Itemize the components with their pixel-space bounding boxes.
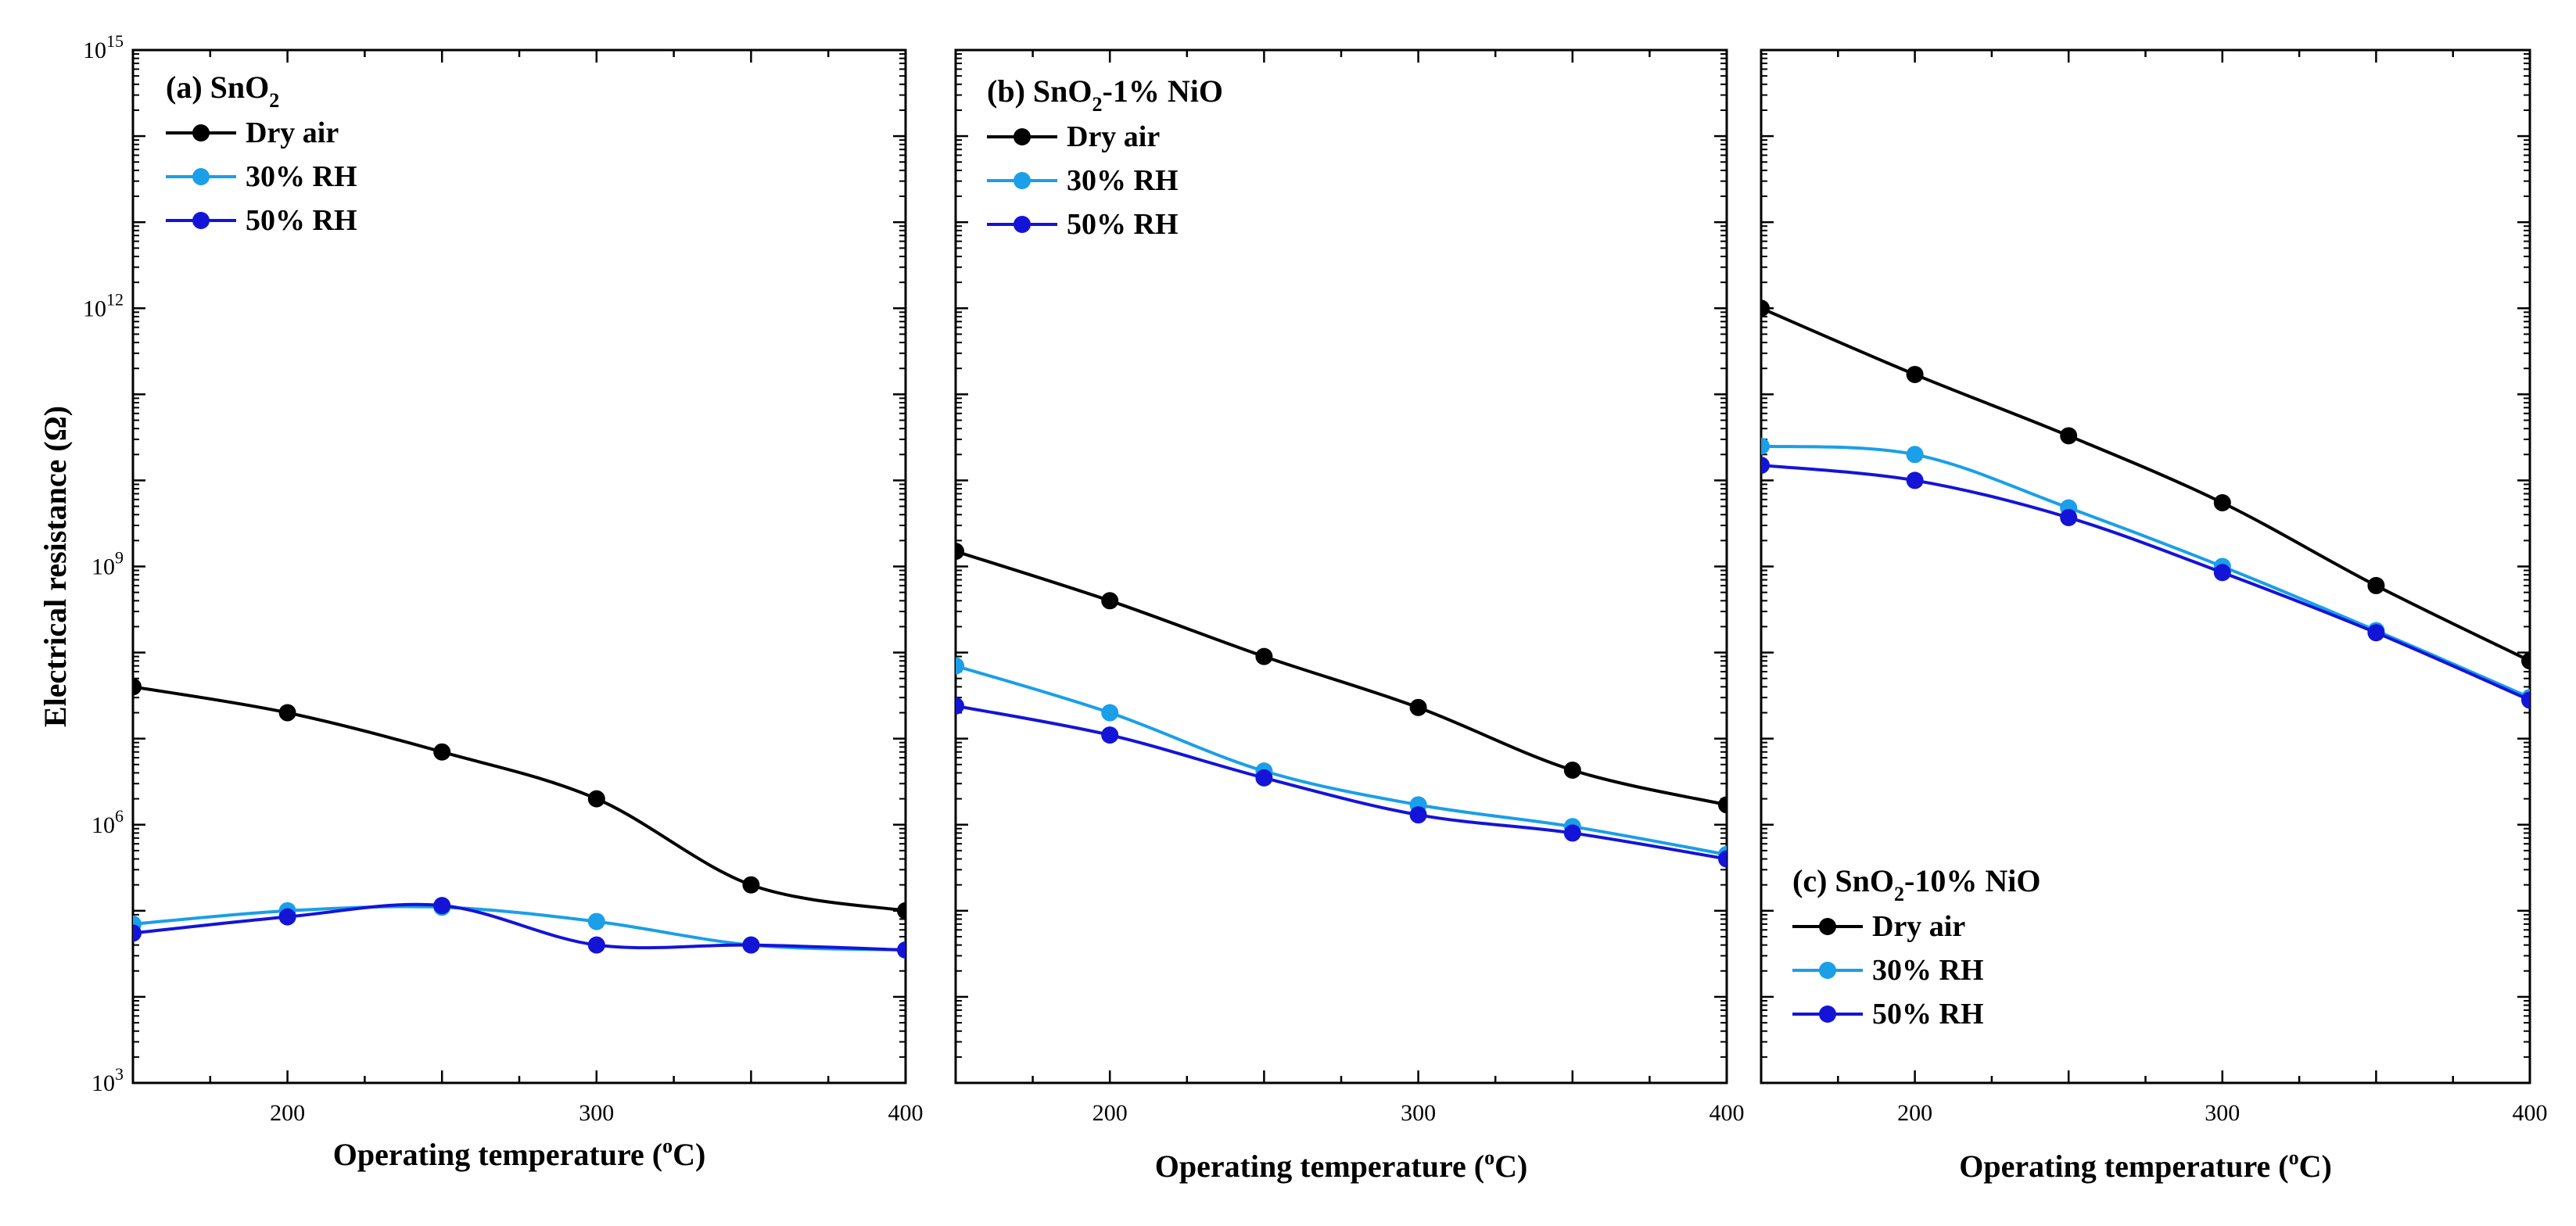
data-point	[897, 902, 906, 920]
data-point	[587, 936, 605, 954]
series-line-50-rh	[956, 704, 1727, 861]
data-point	[1101, 726, 1119, 744]
series-line-dry-air	[133, 685, 906, 912]
data-point	[1718, 850, 1727, 868]
legend-marker	[192, 124, 210, 142]
series-line-50-rh	[133, 902, 906, 952]
x-tick-label: 300	[1401, 1100, 1436, 1126]
data-point	[2060, 427, 2078, 445]
data-point	[1906, 365, 1924, 383]
data-point	[133, 924, 142, 942]
panel-a: 200 300 400 1015 1012 109 106 103 Electrical res…	[38, 31, 924, 1172]
data-point	[742, 936, 760, 954]
series-group	[956, 543, 1727, 868]
data-point	[1255, 647, 1273, 665]
legend-label: Dry air	[1067, 120, 1160, 153]
legend-marker	[1014, 128, 1031, 145]
data-point	[1409, 698, 1427, 716]
legend-marker	[1819, 962, 1836, 979]
data-point	[1761, 457, 1770, 475]
x-tick-label: 200	[1897, 1100, 1932, 1126]
data-point	[1906, 471, 1924, 489]
data-point	[278, 908, 296, 926]
data-point	[1409, 806, 1427, 824]
data-point	[1563, 762, 1581, 780]
legend-marker	[1819, 918, 1836, 935]
data-point	[1761, 437, 1770, 455]
x-tick-label: 300	[2205, 1100, 2240, 1126]
panel-title: (c) SnO2-10% NiO	[1792, 863, 2040, 905]
legend-label: Dry air	[246, 117, 339, 149]
series-line-50-rh	[1761, 464, 2530, 702]
data-point	[1906, 446, 1924, 464]
data-point	[742, 876, 760, 894]
legend-label: 50% RH	[1872, 998, 1984, 1031]
data-point	[2521, 691, 2530, 709]
series-line-dry-air	[1761, 306, 2530, 663]
legend-marker	[1819, 1006, 1836, 1023]
legend-label: 30% RH	[1872, 954, 1984, 987]
data-point	[2521, 652, 2530, 670]
data-point	[2060, 508, 2078, 526]
data-point	[1761, 299, 1770, 317]
data-point	[956, 543, 964, 561]
legend-label: 50% RH	[246, 204, 357, 237]
panel-title: (b) SnO2-1% NiO	[987, 73, 1223, 116]
data-point	[1101, 704, 1119, 722]
legend-label: Dry air	[1872, 910, 1965, 943]
panel-b: 200 300 400 Operating temperature (oC) (b) S…	[954, 48, 1745, 1184]
legend-marker	[192, 212, 210, 229]
x-axis-label: Operating temperature (oC)	[1959, 1146, 2332, 1184]
x-tick-label: 400	[888, 1100, 924, 1126]
y-axis-label: Electrical resistance (Ω)	[38, 406, 73, 727]
x-axis-label: Operating temperature (oC)	[333, 1135, 706, 1172]
data-point	[897, 941, 906, 959]
data-point	[433, 897, 451, 915]
data-point	[1255, 769, 1273, 787]
y-tick-label: 109	[91, 548, 124, 580]
legend-label: 50% RH	[1067, 208, 1179, 241]
plot-frame	[954, 48, 1728, 1084]
data-point	[278, 704, 296, 722]
series-line-30-rh	[133, 905, 906, 952]
data-point	[587, 912, 605, 930]
legend-label: 30% RH	[246, 160, 357, 193]
data-point	[2213, 493, 2231, 511]
series-group	[1761, 299, 2530, 709]
x-tick-label: 200	[270, 1100, 305, 1126]
data-point	[1101, 592, 1119, 610]
panel-title: (a) SnO2	[166, 70, 279, 112]
data-point	[956, 697, 964, 715]
x-tick-label: 200	[1092, 1100, 1128, 1126]
legend-label: 30% RH	[1067, 164, 1179, 197]
x-axis-label: Operating temperature (oC)	[1155, 1146, 1528, 1184]
legend-marker	[192, 168, 210, 185]
legend-marker	[1014, 172, 1031, 189]
data-point	[2367, 576, 2385, 594]
data-point	[433, 743, 451, 761]
data-point	[2213, 564, 2231, 582]
y-tick-label: 106	[91, 806, 124, 838]
series-line-dry-air	[956, 550, 1727, 807]
data-point	[587, 790, 605, 808]
series-line-30-rh	[1761, 444, 2530, 699]
data-point	[956, 657, 964, 675]
data-point	[1718, 796, 1727, 814]
series-line-30-rh	[956, 664, 1727, 856]
data-point	[1563, 824, 1581, 842]
y-tick-label: 1015	[83, 31, 124, 63]
x-tick-label: 400	[2513, 1100, 2548, 1126]
series-group	[133, 678, 906, 959]
legend-marker	[1014, 216, 1031, 233]
y-tick-label: 103	[91, 1064, 124, 1096]
panel-c: 200 300 400 Operating temperature (oC) (c) S…	[1760, 48, 2548, 1184]
x-tick-label: 400	[1710, 1100, 1745, 1126]
x-tick-label: 300	[579, 1100, 614, 1126]
data-point	[2367, 624, 2385, 642]
data-point	[133, 678, 142, 696]
y-tick-label: 1012	[83, 289, 124, 321]
